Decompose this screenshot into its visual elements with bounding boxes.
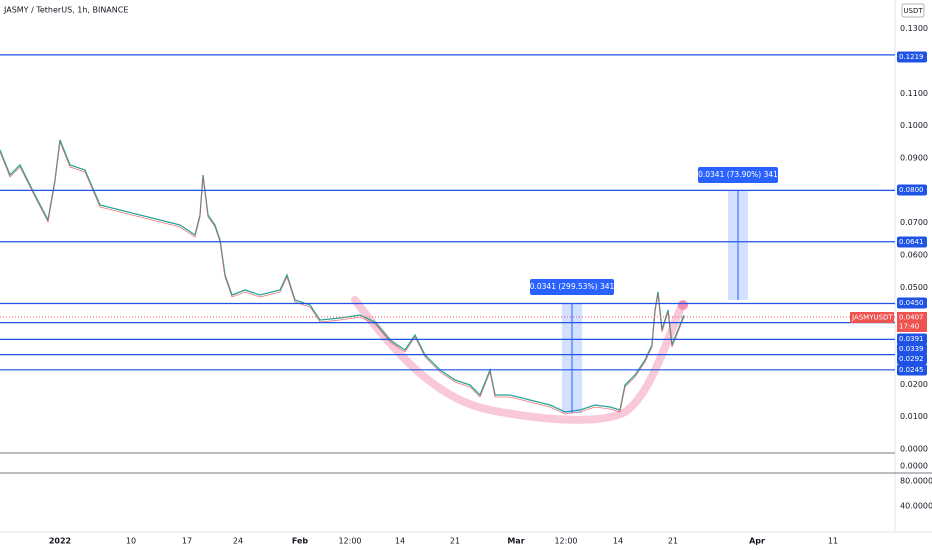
- time-label: 21: [450, 537, 460, 546]
- price-tick: 0.0700: [900, 218, 928, 227]
- level-label: 0.0450: [899, 299, 924, 307]
- time-label: 14: [395, 537, 405, 546]
- price-tick: 0.0600: [900, 251, 928, 260]
- level-tag: [897, 51, 927, 63]
- symbol-title: JASMY / TetherUS, 1h, BINANCE: [3, 6, 128, 15]
- time-label: 12:00: [554, 537, 577, 546]
- pane-tick: 80.0000: [900, 477, 932, 486]
- time-label: 10: [126, 537, 136, 546]
- price-tick: 0.0100: [900, 412, 928, 421]
- level-label: 0.0800: [899, 186, 924, 194]
- time-label: Apr: [749, 537, 765, 546]
- price-tick: 0.0000: [900, 445, 928, 454]
- countdown: 17:40: [899, 323, 919, 331]
- time-label: Mar: [507, 537, 524, 546]
- level-tag: [897, 184, 927, 196]
- price-tick: 0.1300: [900, 24, 928, 33]
- time-label: Feb: [292, 537, 309, 546]
- time-label: 24: [233, 537, 243, 546]
- price-tick: 0.0200: [900, 380, 928, 389]
- price-tag: [897, 312, 927, 332]
- time-label: 11: [828, 537, 838, 546]
- level-label: 0.0641: [899, 238, 924, 246]
- measure-label: 0.0341 (299.53%) 341: [530, 282, 615, 291]
- time-label: 17: [182, 537, 192, 546]
- price-tick: 0.0900: [900, 154, 928, 163]
- level-tag: [897, 236, 927, 248]
- level-tag: [897, 343, 927, 355]
- price-tick: 0.1100: [900, 89, 928, 98]
- level-tag: [897, 364, 927, 376]
- symbol: JASMYUSDT: [851, 314, 893, 322]
- measure-box: [530, 279, 614, 295]
- time-label: 12:00: [338, 537, 361, 546]
- curve-end: [678, 300, 688, 310]
- price-line: [0, 139, 685, 413]
- pane-tick: 0.0000: [900, 462, 928, 471]
- price: 0.0407: [899, 314, 924, 322]
- time-label: 21: [668, 537, 678, 546]
- currency[interactable]: USDT: [903, 7, 923, 15]
- pane-tick: 40.0000: [900, 502, 932, 511]
- measure-box: [698, 167, 778, 183]
- symbol-tag: [850, 312, 894, 323]
- time-label: 14: [613, 537, 623, 546]
- price-tick: 0.0500: [900, 283, 928, 292]
- level-label: 0.0292: [899, 355, 924, 363]
- time-label: 2022: [49, 537, 71, 546]
- level-label: 0.0245: [899, 366, 924, 374]
- level-label: 0.0339: [899, 345, 924, 353]
- level-tag: [897, 353, 927, 365]
- level-tag: [897, 297, 927, 309]
- currency-button[interactable]: [901, 3, 925, 18]
- level-label: 0.0391: [899, 335, 924, 343]
- level-tag: [897, 333, 927, 345]
- measure-label: 0.0341 (73.90%) 341: [698, 170, 778, 179]
- level-label: 0.1219: [899, 53, 924, 61]
- price-tick: 0.1000: [900, 121, 928, 130]
